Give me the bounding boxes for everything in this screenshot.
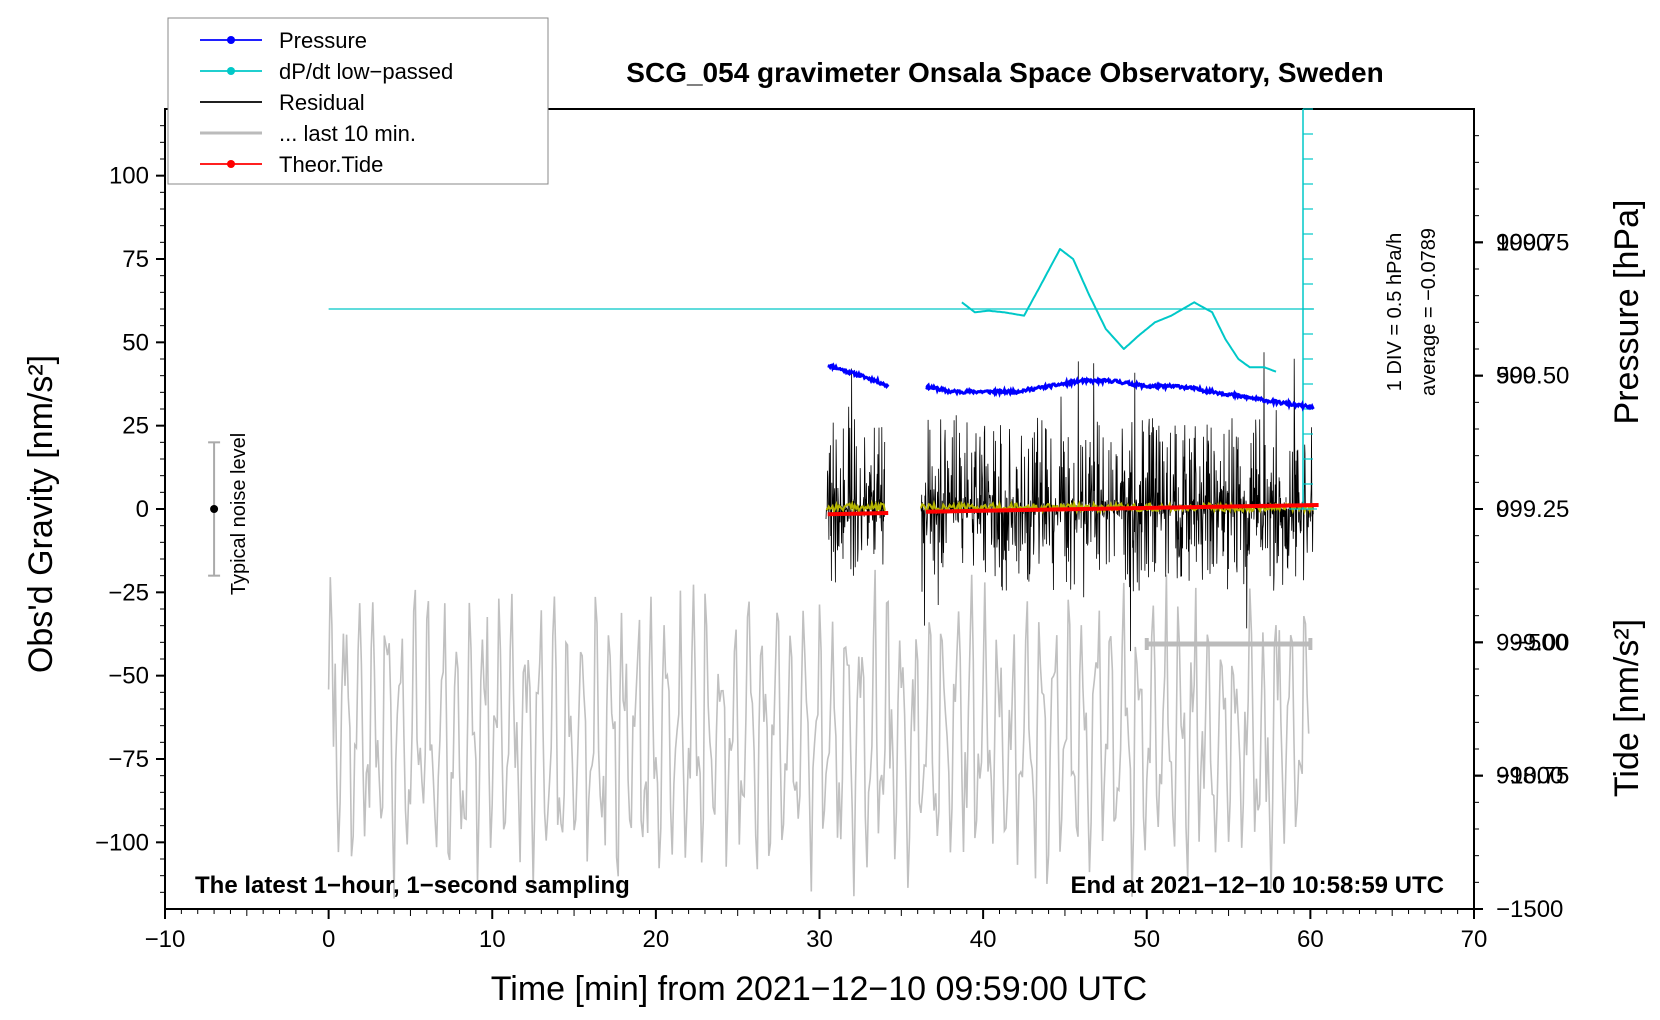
tide-tick-label: 1000	[1496, 229, 1549, 256]
sampling-annotation: The latest 1−hour, 1−second sampling	[195, 872, 630, 899]
legend-label-2: dP/dt low−passed	[279, 59, 453, 84]
y-tick-label: 50	[122, 329, 149, 356]
x-tick-label: −10	[145, 926, 186, 953]
residual-layer	[825, 352, 1314, 652]
x-tick-label: 0	[322, 926, 335, 953]
tide-tick-label: −1000	[1496, 763, 1563, 790]
x-tick-label: 50	[1133, 926, 1160, 953]
x-tick-label: 20	[643, 926, 670, 953]
tide-line-1	[827, 511, 889, 517]
pressure-tick-label: 998.75	[1496, 763, 1569, 790]
x-tick-label: 70	[1461, 926, 1488, 953]
end-time-annotation: End at 2021−12−10 10:58:59 UTC	[1070, 872, 1444, 899]
x-tick-label: 10	[479, 926, 506, 953]
y-tick-label: 25	[122, 413, 149, 440]
tide-line-2	[925, 503, 1319, 514]
pressure-tick-label: 999.25	[1496, 496, 1569, 523]
y-tick-label: 0	[136, 496, 149, 523]
dpdt-layer	[328, 108, 1317, 510]
residual-line-2	[920, 352, 1314, 652]
y-tick-label: 100	[109, 163, 149, 190]
legend-marker-5	[227, 160, 235, 168]
noise-center-dot	[210, 505, 219, 513]
noise-level-indicator	[208, 441, 221, 577]
tide-tick-label: 500	[1496, 363, 1536, 390]
legend-box	[167, 17, 549, 185]
tide-tick-label: −1500	[1496, 896, 1563, 923]
y-tick-label: −100	[95, 829, 149, 856]
y-tick-label: −75	[108, 746, 149, 773]
pressure-tick-label: 999.50	[1496, 363, 1569, 390]
dpdt-scale-label: 1 DIV = 0.5 hPa/h	[1384, 233, 1406, 391]
x-tick-label: 60	[1297, 926, 1324, 953]
pressure-tick-label: 999.00	[1496, 629, 1569, 656]
pressure-line-1	[827, 362, 890, 390]
tide-tick-label: −500	[1514, 629, 1568, 656]
pressure-tick-label: 999.75	[1496, 229, 1569, 256]
y-axis-title-tide: Tide [nm/s²]	[1608, 619, 1646, 797]
x-tick-label: 40	[970, 926, 997, 953]
dpdt-line	[961, 248, 1277, 373]
residual-smoothed-line-1	[825, 499, 886, 515]
dpdt-average-label: average = −0.0789	[1418, 228, 1440, 396]
noise-level-label: Typical noise level	[228, 433, 250, 595]
y-tick-label: 75	[122, 246, 149, 273]
tide-tick-label: 0	[1496, 496, 1509, 523]
pressure-layer	[827, 362, 1315, 412]
x-axis-title: Time [min] from 2021−12−10 09:59:00 UTC	[491, 970, 1147, 1008]
pressure-line-2	[925, 376, 1315, 412]
chart-title: SCG_054 gravimeter Onsala Space Observat…	[626, 57, 1383, 88]
legend-label-3: Residual	[279, 90, 365, 115]
background-gravity-layer	[327, 569, 1310, 899]
legend-label-1: Pressure	[279, 28, 367, 53]
legend-marker-2	[227, 67, 235, 75]
legend: Pressure dP/dt low−passed Residual ... last…	[167, 17, 549, 185]
y-axis-title-pressure: Pressure [hPa]	[1608, 200, 1646, 425]
legend-label-4: ... last 10 min.	[279, 121, 416, 146]
axes-layer: −10 0 10 20 30 40 50 60 701007550250−25−50−75−10…	[95, 125, 1569, 953]
tide-layer	[827, 503, 1319, 517]
y-tick-label: −25	[108, 579, 149, 606]
background-gravity-line	[327, 569, 1310, 899]
residual-line-1	[825, 368, 886, 583]
y-axis-title-left: Obs'd Gravity [nm/s²]	[22, 355, 60, 673]
legend-marker-1	[227, 36, 235, 44]
y-tick-label: −50	[108, 663, 149, 690]
x-tick-label: 30	[806, 926, 833, 953]
legend-label-5: Theor.Tide	[279, 152, 383, 177]
last-10-min-layer	[1144, 638, 1313, 650]
